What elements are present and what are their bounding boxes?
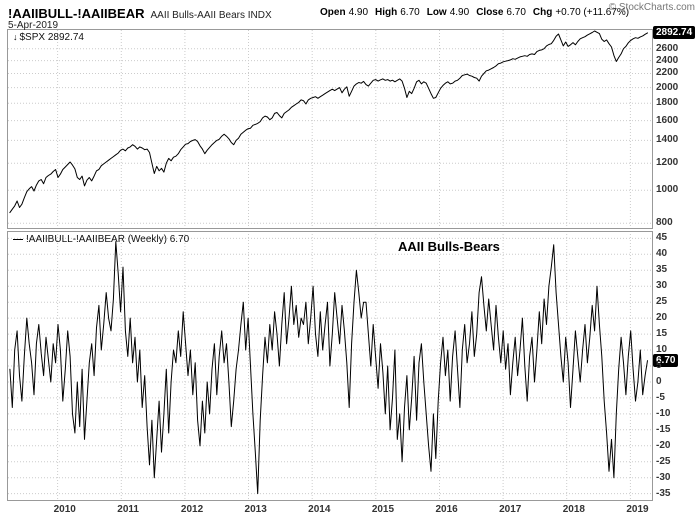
price-line: [9, 30, 648, 214]
spx-legend-label: $SPX 2892.74: [19, 32, 85, 43]
x-axis-label: 2019: [626, 504, 649, 515]
y-axis-label: 1400: [656, 134, 679, 146]
y-axis-label: 15: [656, 328, 668, 340]
y-axis-label: 0: [656, 375, 662, 387]
y-axis-label: 1000: [656, 184, 679, 196]
oscillator-line: [9, 241, 648, 495]
x-axis-label: 2017: [499, 504, 522, 515]
low-label: Low: [426, 7, 447, 18]
symbol-description: AAII Bulls-AAII Bears INDX: [150, 10, 272, 21]
x-axis-label: 2014: [308, 504, 331, 515]
y-axis-label: 2600: [656, 42, 679, 54]
quote-summary: Open 4.90 High 6.70 Low 4.90 Close 6.70 Chg +0.70…: [313, 7, 629, 18]
y-axis-label: -5: [656, 391, 665, 403]
y-axis-label: -35: [656, 487, 671, 499]
y-axis-label: 2000: [656, 81, 679, 93]
spx-last-value-box: 2892.74: [653, 25, 696, 39]
y-axis-label: -10: [656, 407, 671, 419]
x-axis-label: 2018: [562, 504, 585, 515]
y-axis-label: -15: [656, 423, 671, 435]
oscillator-last-value-box: 6.70: [653, 353, 679, 367]
symbol: !AAIIBULL-!AAIIBEAR: [8, 6, 145, 21]
line-sample-icon: —: [13, 234, 23, 245]
chart-header: !AAIIBULL-!AAIIBEAR AAII Bulls-AAII Bears…: [8, 5, 272, 23]
y-axis-label: 30: [656, 280, 668, 292]
low-value: 4.90: [449, 7, 470, 18]
close-value: 6.70: [506, 7, 526, 18]
x-axis-label: 2015: [371, 504, 395, 515]
y-axis-label: 45: [656, 232, 668, 244]
y-axis-label: -25: [656, 455, 671, 467]
y-axis-label: 5: [656, 360, 662, 371]
line-marker-icon: ↓: [13, 32, 18, 42]
panel-border: [7, 29, 653, 229]
y-axis-label: 25: [656, 296, 668, 308]
y-axis-label: 1600: [656, 114, 679, 126]
y-axis-label: 2200: [656, 67, 679, 79]
close-label: Close: [476, 7, 504, 18]
oscillator-legend-label: !AAIIBULL-!AAIIBEAR (Weekly) 6.70: [26, 234, 190, 245]
y-axis-label: 40: [656, 248, 668, 260]
x-axis-label: 2013: [244, 504, 267, 515]
x-axis-label: 2016: [435, 504, 458, 515]
y-axis-label: 800: [656, 217, 673, 229]
high-value: 6.70: [400, 7, 420, 18]
spx-legend: ↓ $SPX 2892.74: [13, 32, 84, 43]
y-axis-label: -20: [656, 439, 671, 451]
y-axis-label: 1200: [656, 157, 679, 169]
chg-label: Chg: [532, 7, 553, 18]
oscillator-legend: — !AAIIBULL-!AAIIBEAR (Weekly) 6.70: [13, 234, 189, 245]
chg-value: +0.70 (+11.67%): [555, 7, 630, 18]
y-axis-label: 35: [656, 264, 668, 276]
x-axis-label: 2011: [117, 504, 139, 515]
y-axis-label: 1800: [656, 97, 679, 109]
x-axis-label: 2012: [180, 504, 204, 515]
open-label: Open: [320, 7, 346, 18]
y-axis-label: 2400: [656, 54, 679, 66]
copyright: © StockCharts.com: [608, 2, 695, 13]
chart-annotation: AAII Bulls-Bears: [398, 239, 500, 254]
chart-date: 5-Apr-2019: [8, 20, 59, 31]
y-axis-label: 10: [656, 344, 668, 356]
open-value: 4.90: [348, 7, 369, 18]
y-axis-label: -30: [656, 471, 671, 483]
high-label: High: [375, 7, 398, 18]
y-axis-label: 20: [656, 312, 668, 324]
x-axis-label: 2010: [53, 504, 76, 515]
panel-border: [7, 231, 653, 501]
